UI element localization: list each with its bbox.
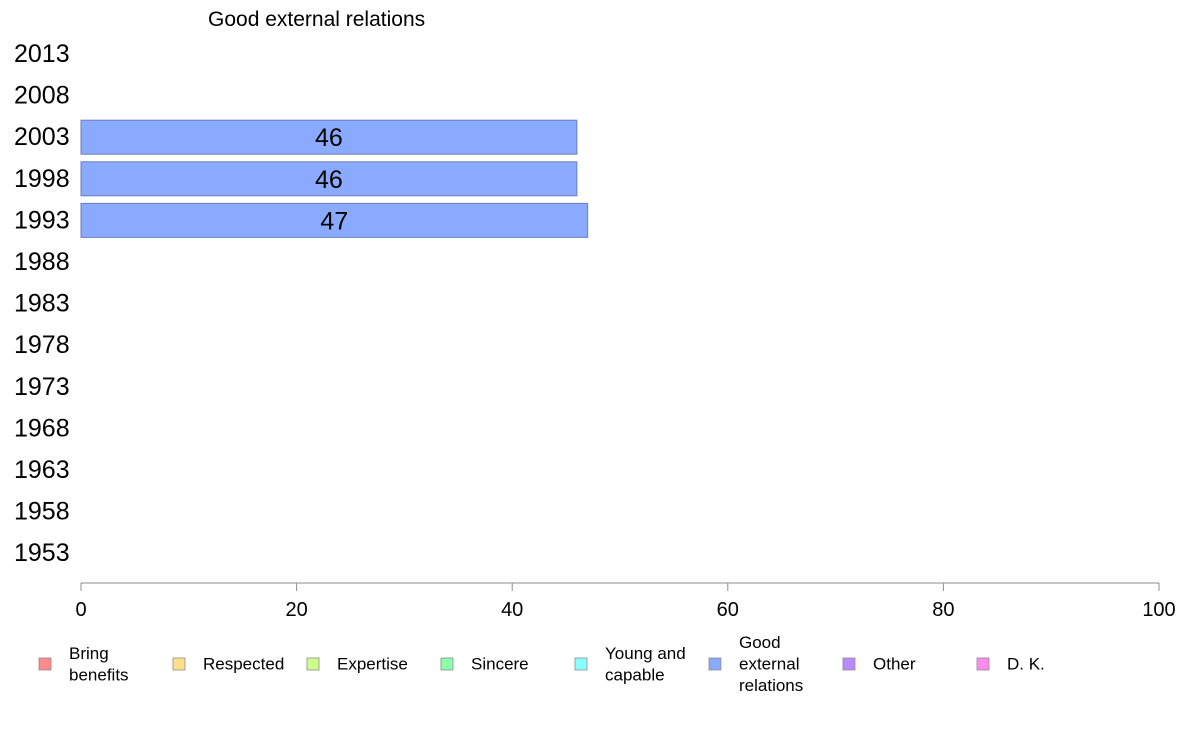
- legend-label-sincere: Sincere: [471, 655, 529, 674]
- legend-label-line: Bring: [69, 644, 109, 663]
- legend-label-line: Other: [873, 655, 916, 674]
- bars: 46 46 47: [80, 119, 589, 238]
- legend-swatch-sincere: [440, 657, 454, 671]
- legend-label-line: Expertise: [337, 655, 408, 674]
- year-label-1978: 1978: [14, 331, 70, 359]
- year-label-2003: 2003: [14, 123, 70, 151]
- legend-swatch-young-and-capable: [574, 657, 588, 671]
- legend-label-respected: Respected: [203, 655, 284, 674]
- bar-1998: [80, 161, 578, 197]
- year-label-1973: 1973: [14, 373, 70, 401]
- legend-label-line: external: [739, 655, 799, 674]
- year-label-2008: 2008: [14, 82, 70, 110]
- year-label-1998: 1998: [14, 165, 70, 193]
- legend-label-line: Young and: [605, 644, 686, 663]
- x-tick-label-0: 0: [75, 599, 86, 621]
- legend-label-line: D. K.: [1007, 655, 1045, 674]
- legend-label-other: Other: [873, 655, 916, 674]
- legend-label-expertise: Expertise: [337, 655, 408, 674]
- year-label-1963: 1963: [14, 456, 70, 484]
- legend: Bring benefits Respected Expertise Sincere Yo…: [38, 633, 1045, 695]
- year-label-1993: 1993: [14, 206, 70, 234]
- year-label-1958: 1958: [14, 498, 70, 526]
- year-label-1983: 1983: [14, 290, 70, 318]
- legend-label-line: Respected: [203, 655, 284, 674]
- year-label-1968: 1968: [14, 414, 70, 442]
- legend-swatch-d-k: [976, 657, 990, 671]
- legend-swatch-other: [842, 657, 856, 671]
- x-tick-label-100: 100: [1142, 599, 1175, 621]
- legend-label-young-and-capable: Young and capable: [605, 644, 686, 685]
- year-label-1953: 1953: [14, 539, 70, 567]
- x-tick-label-80: 80: [932, 599, 954, 621]
- legend-label-line: Sincere: [471, 655, 529, 674]
- chart-title: Good external relations: [208, 8, 425, 31]
- legend-swatch-respected: [172, 657, 186, 671]
- legend-label-line: relations: [739, 676, 803, 695]
- bar-1993: [80, 202, 589, 238]
- x-tick-label-20: 20: [285, 599, 307, 621]
- year-labels: 2013 2008 2003 1998 1993 1988 1983 1978 1973 1968…: [14, 40, 70, 567]
- legend-swatch-expertise: [306, 657, 320, 671]
- legend-label-d-k: D. K.: [1007, 655, 1045, 674]
- legend-label-line: Good: [739, 633, 781, 652]
- bar-2003: [80, 119, 578, 155]
- legend-swatch-bring-benefits: [38, 657, 52, 671]
- x-tick-label-40: 40: [501, 599, 523, 621]
- bar-value-label-1998: 46: [315, 166, 343, 194]
- bar-value-label-2003: 46: [315, 124, 343, 152]
- legend-label-line: benefits: [69, 665, 129, 684]
- legend-swatch-good-external-relations: [708, 657, 722, 671]
- year-label-2013: 2013: [14, 40, 70, 68]
- year-label-1988: 1988: [14, 248, 70, 276]
- x-tick-label-60: 60: [717, 599, 739, 621]
- legend-label-bring-benefits: Bring benefits: [69, 644, 129, 685]
- bar-value-label-1993: 47: [320, 207, 348, 235]
- legend-label-good-external-relations: Good external relations: [739, 633, 803, 695]
- x-axis: 0 20 40 60 80 100: [75, 582, 1176, 621]
- legend-label-line: capable: [605, 665, 665, 684]
